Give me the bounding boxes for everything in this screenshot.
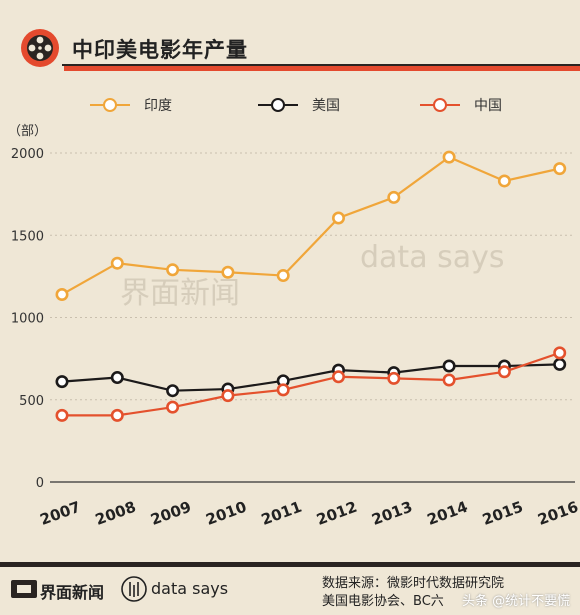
data-point (166, 400, 180, 414)
data-point (276, 383, 290, 397)
title-accent-bar (64, 66, 580, 71)
y-tick-label: 500 (19, 394, 44, 409)
legend-item-china: 中国 (420, 94, 502, 116)
y-tick-label: 0 (36, 476, 44, 491)
x-tick-label: 2007 (38, 498, 83, 529)
attribution: 头条 @统计不要慌 (462, 594, 571, 609)
footer-brand: 界面新闻 (40, 583, 105, 602)
chart-title: 中印美电影年产量 (72, 38, 248, 62)
data-point (442, 373, 456, 387)
data-point (110, 256, 124, 270)
film-reel-icon (21, 29, 59, 67)
data-point (553, 357, 567, 371)
data-point (221, 265, 235, 279)
x-tick-label: 2010 (203, 498, 248, 529)
x-tick-label: 2013 (369, 498, 414, 529)
legend-swatch-usa (258, 98, 298, 112)
data-point (553, 346, 567, 360)
data-point (110, 408, 124, 422)
series-line-2 (62, 351, 561, 417)
data-point (55, 287, 69, 301)
series-line-1 (61, 363, 560, 392)
data-point (497, 174, 511, 188)
data-point (166, 263, 180, 277)
x-tick-label: 2016 (535, 498, 580, 529)
legend: 印度 美国 中国 (0, 94, 580, 116)
legend-swatch-india (90, 98, 130, 112)
data-says-icon (121, 576, 147, 602)
data-point (387, 371, 401, 385)
jiemian-logo-icon (11, 580, 37, 598)
legend-item-india: 印度 (90, 94, 172, 116)
data-point (55, 375, 69, 389)
legend-item-usa: 美国 (258, 94, 340, 116)
watermark-left: 界面新闻 (120, 276, 240, 311)
source-line-2: 美国电影协会、BC六 (322, 594, 444, 609)
source-line-1: 数据来源：微影时代数据研究院 (322, 576, 505, 591)
data-point (387, 190, 401, 204)
watermark-right: data says (360, 240, 505, 275)
series-line-0 (61, 155, 560, 296)
data-point (221, 389, 235, 403)
y-tick-label: 2000 (11, 147, 44, 162)
footer: 界面新闻 data says 数据来源：微影时代数据研究院 美国电影协会、BC六… (0, 562, 580, 615)
data-point (331, 211, 345, 225)
data-point (553, 162, 567, 176)
legend-swatch-china (420, 98, 460, 112)
y-tick-label: 1000 (11, 312, 44, 327)
data-point (442, 150, 456, 164)
data-point (497, 365, 511, 379)
title-divider (62, 64, 580, 66)
x-tick-label: 2012 (314, 498, 359, 529)
legend-label-india: 印度 (144, 98, 172, 114)
data-point (55, 408, 69, 422)
x-tick-label: 2015 (480, 498, 525, 529)
x-tick-label: 2009 (148, 498, 193, 529)
legend-label-usa: 美国 (312, 98, 340, 114)
line-chart: （部） 0 500 1000 1500 2000 2007 2008 2009 2010 2011 2… (8, 124, 580, 529)
x-tick-label: 2011 (259, 498, 304, 529)
data-point (331, 370, 345, 384)
data-point (442, 359, 456, 373)
y-axis-label: （部） (8, 124, 47, 139)
legend-label-china: 中国 (474, 98, 502, 114)
footer-data-says: data says (151, 579, 229, 598)
data-point (166, 384, 180, 398)
y-tick-label: 1500 (11, 229, 44, 244)
x-tick-label: 2014 (425, 498, 470, 529)
footer-divider (0, 562, 580, 567)
data-point (110, 371, 124, 385)
x-tick-label: 2008 (93, 498, 138, 529)
data-point (276, 269, 290, 283)
header: 中印美电影年产量 (0, 0, 580, 90)
